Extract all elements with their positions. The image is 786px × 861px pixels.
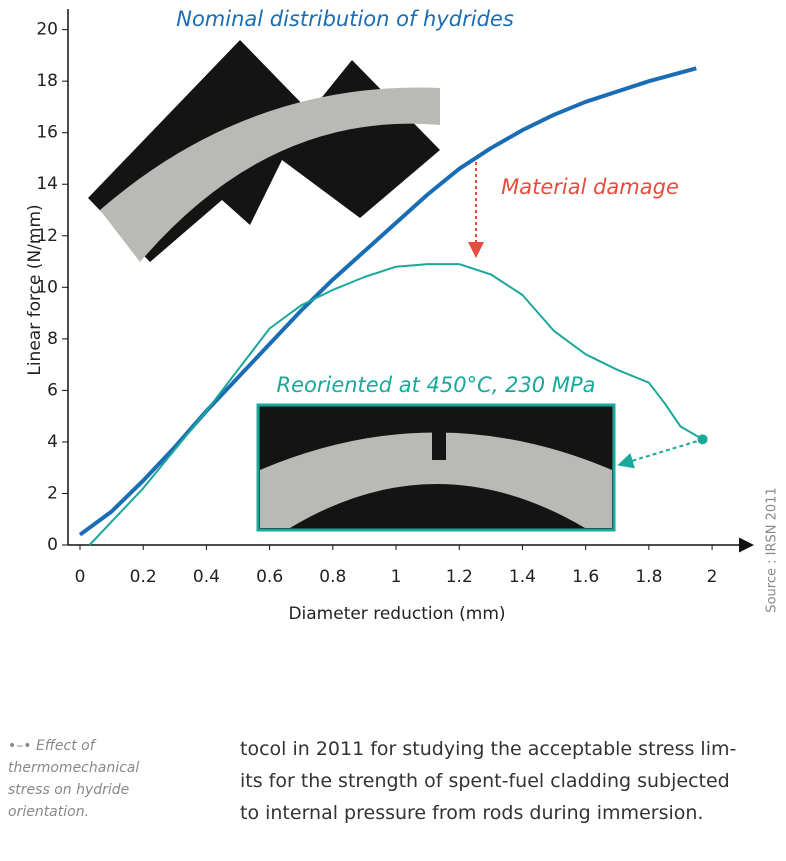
micrograph-reoriented xyxy=(258,405,614,530)
annotation: Material damage xyxy=(501,175,679,199)
x-tick-label: 0 xyxy=(75,567,86,587)
y-tick-label: 2 xyxy=(47,483,58,503)
y-tick-label: 8 xyxy=(47,329,58,349)
chart: Linear force (N/mm) Diameter reduction (… xyxy=(0,0,786,700)
source: Source : IRSN 2011 xyxy=(765,487,780,612)
x-tick-label: 0.8 xyxy=(319,567,346,587)
y-tick-label: 6 xyxy=(47,380,58,400)
y-tick-label: 14 xyxy=(36,174,58,194)
x-tick-label: 0.6 xyxy=(256,567,283,587)
body-line: to internal pressure from rods during im… xyxy=(240,797,780,829)
x-tick-label: 1.2 xyxy=(446,567,473,587)
caption: •–• Effect of thermomechanical stress on… xyxy=(8,735,178,823)
annotation-arrow xyxy=(625,441,697,463)
y-tick-label: 4 xyxy=(47,432,58,452)
x-tick-label: 1.4 xyxy=(509,567,536,587)
series-label: Nominal distribution of hydrides xyxy=(176,7,514,31)
body-line: tocol in 2011 for studying the acceptabl… xyxy=(240,733,780,765)
x-tick-label: 1.6 xyxy=(572,567,599,587)
y-tick-label: 18 xyxy=(36,71,58,91)
x-tick-label: 1 xyxy=(391,567,402,587)
body-text: tocol in 2011 for studying the acceptabl… xyxy=(240,733,780,829)
y-tick-label: 12 xyxy=(36,226,58,246)
y-tick-label: 16 xyxy=(36,123,58,143)
x-tick-label: 0.4 xyxy=(193,567,220,587)
x-axis-label: Diameter reduction (mm) xyxy=(288,604,505,624)
y-tick-label: 20 xyxy=(36,20,58,40)
x-tick-label: 0.2 xyxy=(130,567,157,587)
y-tick-label: 0 xyxy=(47,535,58,555)
x-tick-label: 1.8 xyxy=(635,567,662,587)
body-line: its for the strength of spent-fuel cladd… xyxy=(240,765,780,797)
page: {"chart_data": {"type": "line", "x_label… xyxy=(0,0,786,861)
series-label: Reoriented at 450°C, 230 MPa xyxy=(277,373,596,397)
y-tick-label: 10 xyxy=(36,277,58,297)
x-tick-label: 2 xyxy=(707,567,718,587)
end-point xyxy=(698,434,708,444)
